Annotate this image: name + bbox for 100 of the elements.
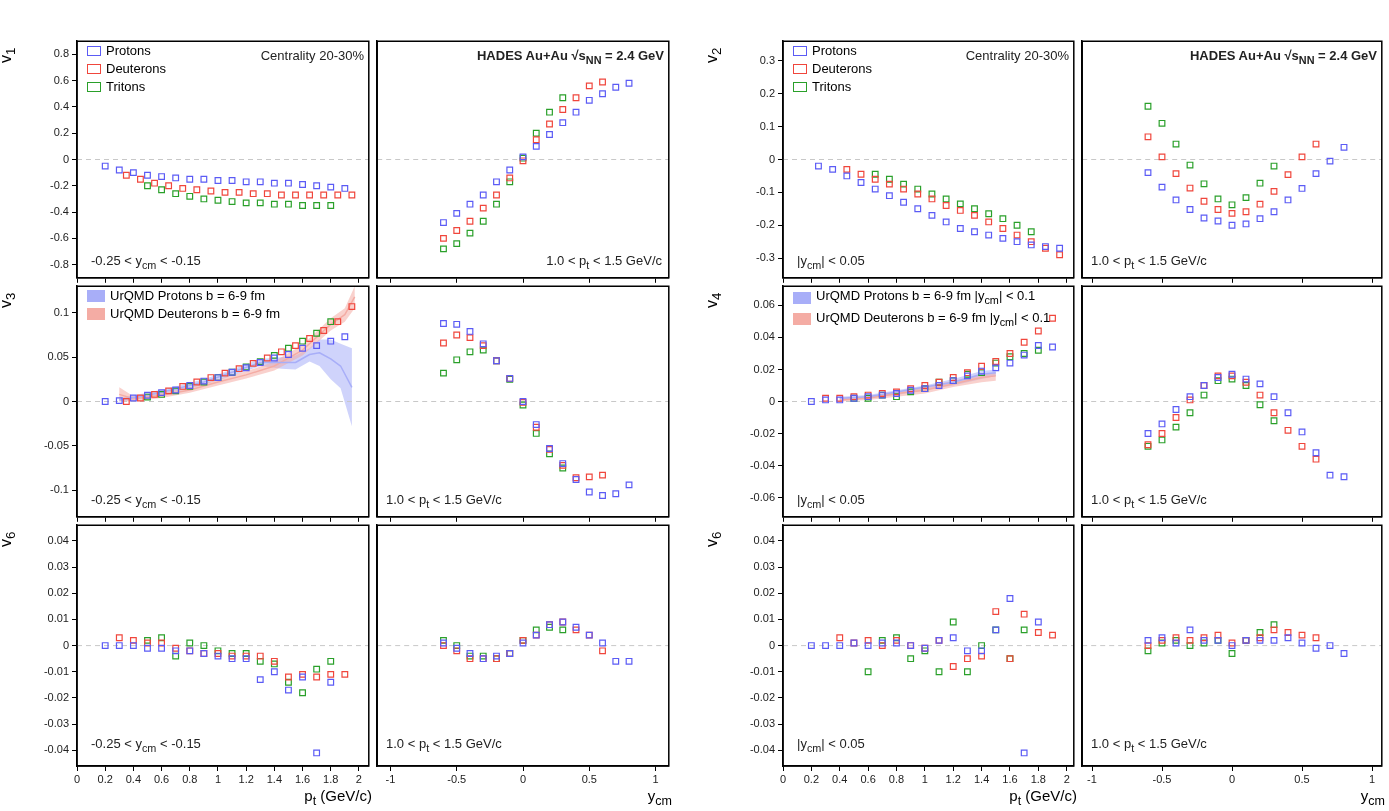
x-tick-label: 2 [355, 772, 362, 785]
y-tick-label: 0.02 [47, 586, 69, 599]
x-tick-label: 1.8 [1030, 772, 1046, 785]
y-tick-label: 0 [768, 638, 775, 651]
legend-label: Deuterons [106, 60, 166, 78]
x-tick-label: 0.6 [153, 772, 170, 785]
x-tick-label: 1 [921, 772, 928, 785]
legend-label: UrQMD Deuterons b = 6-9 fm [110, 305, 281, 323]
y-tick-label: 0.02 [753, 362, 775, 375]
annotation: HADES Au+Au √s$_{NN}$ = 2.4 GeV [476, 48, 664, 66]
y-tick-label: -0.1 [50, 483, 69, 496]
x-tick-label: 0.5 [581, 772, 597, 785]
annotation: Centrality 20-30% [965, 48, 1069, 63]
x-tick-label: 0.2 [803, 772, 820, 785]
legend-label: UrQMD Protons b = 6-9 fm [110, 287, 265, 305]
x-tick-label: 1.8 [323, 772, 339, 785]
x-tick-label: 0.4 [125, 772, 142, 785]
y-tick-label: -0.2 [756, 218, 775, 231]
annotation: -0.25 < y$_{cm}$ < -0.15 [91, 253, 201, 271]
y-tick-label: 0.03 [753, 560, 775, 573]
x-tick-label: 1.4 [266, 772, 282, 785]
x-tick-label: 0.8 [182, 772, 198, 785]
y-tick-label: -0.2 [50, 178, 69, 191]
x-tick-label: 1 [214, 772, 222, 785]
x-axis-title: p$_{t}$ (GeV/c) [304, 787, 372, 808]
annotation: 1.0 < p$_{t}$ < 1.5 GeV/c [386, 736, 502, 754]
y-tick-label: 0.2 [53, 126, 69, 139]
y-tick-label: -0.03 [749, 717, 775, 730]
y-tick-label: -0.06 [749, 490, 775, 503]
x-tick-label: 0 [73, 772, 81, 785]
y-tick-label: 0.02 [753, 586, 775, 599]
x-tick-label: 2 [1063, 772, 1070, 785]
y-tick-label: 0.2 [759, 86, 775, 99]
x-tick-label: 1.2 [238, 772, 254, 785]
x-tick-label: 0 [779, 772, 787, 785]
x-axis-title: y$_{cm}$ [1360, 787, 1385, 808]
y-tick-label: -0.02 [43, 690, 69, 703]
x-tick-label: 0 [1228, 772, 1236, 785]
y-tick-label: 0.01 [47, 612, 69, 625]
annotation: |y$_{cm}$| < 0.05 [797, 736, 865, 754]
y-tick-label: 0.05 [47, 350, 69, 363]
annotation: 1.0 < p$_{t}$ < 1.5 GeV/c [1091, 492, 1207, 510]
y-tick-label: 0.03 [47, 560, 69, 573]
legend-label: UrQMD Protons b = 6-9 fm |y$_{cm}$| < 0.1 [816, 287, 1036, 308]
y-tick-label: 0 [62, 152, 69, 165]
annotation: -0.25 < y$_{cm}$ < -0.15 [91, 736, 201, 754]
legend-label: UrQMD Deuterons b = 6-9 fm |y$_{cm}$| < 0.1 [816, 308, 1051, 330]
annotation: 1.0 < p$_{t}$ < 1.5 GeV/c [386, 492, 502, 510]
x-tick-label: 1 [652, 772, 659, 785]
y-tick-label: 0.1 [759, 119, 775, 132]
x-tick-label: 1.6 [1002, 772, 1018, 785]
annotation: Centrality 20-30% [260, 48, 364, 63]
y-tick-label: -0.01 [749, 664, 775, 677]
annotation: HADES Au+Au √s$_{NN}$ = 2.4 GeV [1189, 48, 1377, 66]
annotation: 1.0 < p$_{t}$ < 1.5 GeV/c [1091, 253, 1207, 271]
x-tick-label: 0.2 [97, 772, 113, 785]
x-tick-label: 1 [1368, 772, 1376, 785]
legend-label: Protons [812, 42, 857, 60]
x-tick-label: -0.5 [447, 772, 467, 785]
y-tick-label: 0.3 [759, 53, 775, 66]
y-tick-label: 0.06 [753, 298, 775, 311]
y-tick-label: -0.04 [43, 743, 69, 756]
y-tick-label: -0.05 [43, 438, 69, 451]
y-tick-label: -0.02 [749, 426, 775, 439]
y-tick-label: -0.03 [43, 717, 69, 730]
x-tick-label: 0.8 [888, 772, 905, 785]
x-tick-label: 1.4 [973, 772, 990, 785]
y-tick-label: -0.6 [50, 231, 69, 244]
y-tick-label: 0.1 [53, 305, 69, 318]
annotation: -0.25 < y$_{cm}$ < -0.15 [91, 492, 201, 510]
legend-label: Tritons [812, 78, 852, 96]
x-tick-label: 1.2 [945, 772, 961, 785]
y-tick-label: -0.3 [756, 251, 775, 264]
x-axis-title: y$_{cm}$ [647, 787, 672, 808]
annotation: 1.0 < p$_{t}$ < 1.5 GeV/c [546, 253, 662, 271]
legend-label: Tritons [106, 78, 146, 96]
y-tick-label: 0 [62, 394, 69, 407]
y-tick-label: 0.6 [53, 73, 69, 86]
x-tick-label: 0.5 [1294, 772, 1310, 785]
y-tick-label: 0.8 [53, 47, 69, 60]
y-tick-label: 0 [768, 394, 775, 407]
y-tick-label: 0 [768, 152, 775, 165]
y-tick-label: -0.1 [756, 185, 775, 198]
y-tick-label: 0.04 [753, 533, 775, 546]
x-tick-label: -0.5 [1152, 772, 1172, 785]
y-tick-label: -0.8 [50, 257, 69, 270]
y-tick-label: -0.02 [749, 690, 775, 703]
x-tick-label: 0.6 [860, 772, 876, 785]
y-tick-label: 0 [62, 638, 69, 651]
x-tick-label: 1.6 [294, 772, 311, 785]
x-tick-label: -1 [1087, 772, 1097, 785]
x-tick-label: 0 [519, 772, 527, 785]
annotation: |y$_{cm}$| < 0.05 [797, 253, 865, 271]
x-tick-label: 0.4 [832, 772, 848, 785]
y-tick-label: -0.04 [749, 743, 775, 756]
y-tick-label: -0.01 [43, 664, 69, 677]
x-tick-label: -1 [385, 772, 396, 785]
annotation: 1.0 < p$_{t}$ < 1.5 GeV/c [1091, 736, 1207, 754]
legend-label: Deuterons [812, 60, 872, 78]
y-tick-label: -0.4 [50, 205, 69, 218]
